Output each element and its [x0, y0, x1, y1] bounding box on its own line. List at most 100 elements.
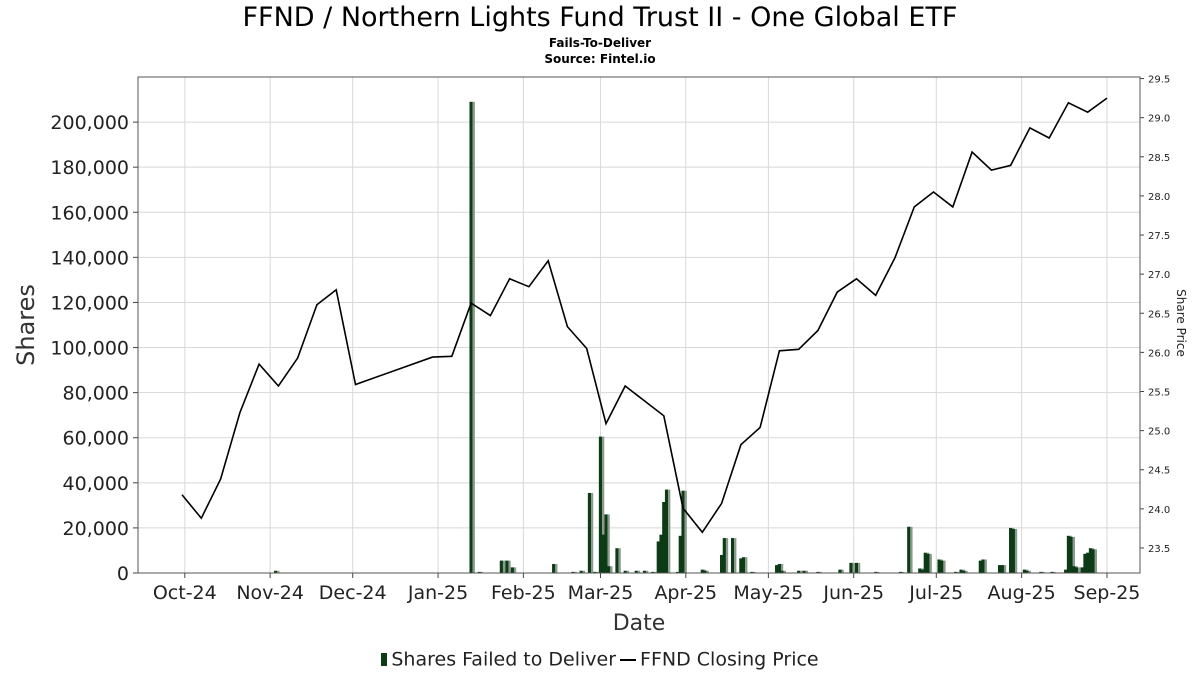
ftd-bar: [593, 571, 597, 573]
y2-tick-label: 23.5: [1148, 544, 1170, 555]
ftd-bar-shadow: [957, 571, 960, 573]
ftd-bar: [1025, 570, 1029, 573]
x-axis-label: Date: [613, 611, 666, 636]
x-tick-label: Oct-24: [153, 582, 217, 604]
x-tick-label: Sep-25: [1074, 582, 1141, 604]
x-tick-label: Feb-25: [491, 582, 556, 604]
ftd-bar-shadow: [706, 570, 709, 573]
ftd-bar: [730, 538, 735, 573]
chart-legend: Shares Failed to Deliver FFND Closing Pri…: [0, 648, 1200, 671]
x-tick-label: May-25: [733, 582, 803, 604]
y-tick-label: 120,000: [50, 292, 129, 314]
ftd-bar-shadow: [684, 490, 687, 573]
ftd-bar: [920, 569, 925, 573]
ftd-bar: [926, 553, 930, 573]
ftd-bar: [742, 557, 746, 573]
price-line: [181, 97, 1108, 534]
ftd-bar-shadow: [929, 553, 932, 573]
ftd-bar-shadow: [805, 570, 808, 573]
ftd-bar-shadow: [783, 570, 786, 573]
ftd-bar-shadow: [841, 569, 844, 573]
y2-tick-label: 29.0: [1148, 114, 1170, 125]
ftd-bar: [651, 571, 655, 573]
y-tick-label: 200,000: [50, 112, 129, 134]
ftd-bar: [579, 570, 583, 573]
ftd-bar: [598, 436, 603, 573]
y-tick-label: 40,000: [63, 473, 129, 495]
ftd-bar: [1022, 569, 1026, 573]
ftd-bar: [1039, 571, 1043, 573]
plot-area: [138, 77, 1140, 573]
ftd-bar-shadow: [555, 563, 558, 573]
ftd-bar: [1066, 535, 1071, 573]
legend-bar-swatch: [381, 653, 388, 666]
ftd-bar: [1072, 566, 1076, 573]
ftd-bar: [274, 570, 278, 573]
ftd-bar-shadow: [780, 563, 784, 573]
ftd-bar: [700, 569, 704, 573]
ftd-bar: [1050, 571, 1054, 573]
ftd-bar-shadow: [858, 562, 861, 573]
ftd-bar: [918, 568, 922, 573]
ftd-bar-shadow: [734, 538, 737, 573]
ftd-bar: [634, 570, 638, 573]
ftd-bar-shadow: [965, 570, 968, 573]
ftd-bar-shadow: [480, 571, 484, 573]
x-tick-label: Aug-25: [988, 582, 1056, 604]
chart-title: FFND / Northern Lights Fund Trust II - O…: [242, 2, 958, 33]
y2-tick-label: 28.0: [1148, 192, 1170, 203]
ftd-bar: [1075, 567, 1079, 573]
ftd-bar: [937, 559, 941, 573]
ftd-bar: [469, 101, 473, 574]
ftd-bar: [659, 534, 663, 573]
y2-tick-label: 24.0: [1148, 505, 1170, 516]
ftd-bar-shadow: [1003, 565, 1007, 573]
x-tick-label: Jan-25: [407, 582, 468, 604]
ftd-bar-shadow: [910, 526, 913, 573]
ftd-bar: [953, 571, 958, 573]
chart-source: Source: Fintel.io: [544, 52, 656, 66]
ftd-bar: [552, 563, 556, 573]
ftd-bar: [898, 571, 903, 573]
y2-tick-label: 27.0: [1148, 270, 1170, 281]
ftd-bar: [907, 526, 911, 573]
ftd-bar: [678, 535, 682, 573]
ftd-bar-shadow: [943, 560, 946, 573]
chart-subtitle: Fails-To-Deliver: [548, 36, 652, 50]
ftd-bar: [1000, 565, 1004, 573]
y2-tick-label: 29.5: [1148, 75, 1170, 86]
ftd-bar: [854, 562, 859, 573]
ftd-bar: [998, 565, 1002, 573]
ftd-bar-shadow: [1072, 536, 1075, 573]
ftd-bar: [923, 552, 927, 573]
ftd-bar: [981, 559, 985, 573]
ftd-bar-shadow: [902, 571, 905, 573]
ftd-bar: [962, 570, 966, 573]
ftd-bar-shadow: [513, 567, 517, 573]
y-tick-label: 140,000: [50, 247, 129, 269]
x-tick-label: Apr-25: [654, 582, 717, 604]
ftd-bar-shadow: [637, 570, 641, 573]
ftd-bar-shadow: [508, 560, 511, 573]
ftd-bar: [642, 570, 647, 573]
y2-tick-label: 25.0: [1148, 427, 1170, 438]
ftd-bar: [1069, 536, 1073, 573]
x-tick-label: Dec-24: [319, 582, 387, 604]
ftd-bar-shadow: [852, 562, 855, 573]
y2-tick-label: 24.5: [1148, 466, 1170, 477]
ftd-bar: [615, 548, 619, 573]
ftd-bar-shadow: [668, 489, 671, 573]
ftd-bar-shadow: [753, 571, 756, 573]
ftd-bar-shadow: [472, 101, 475, 574]
x-tick-label: Nov-24: [236, 582, 304, 604]
legend-line-swatch: [620, 658, 637, 661]
ftd-bar: [849, 562, 853, 573]
ftd-bar-shadow: [610, 566, 613, 573]
ftd-bar: [505, 560, 509, 573]
ftd-bar-shadow: [1094, 549, 1098, 573]
ftd-bar-shadow: [1014, 529, 1018, 573]
ftd-bar: [510, 567, 514, 573]
ftd-bar: [1011, 529, 1015, 573]
ftd-bar: [1009, 527, 1013, 573]
